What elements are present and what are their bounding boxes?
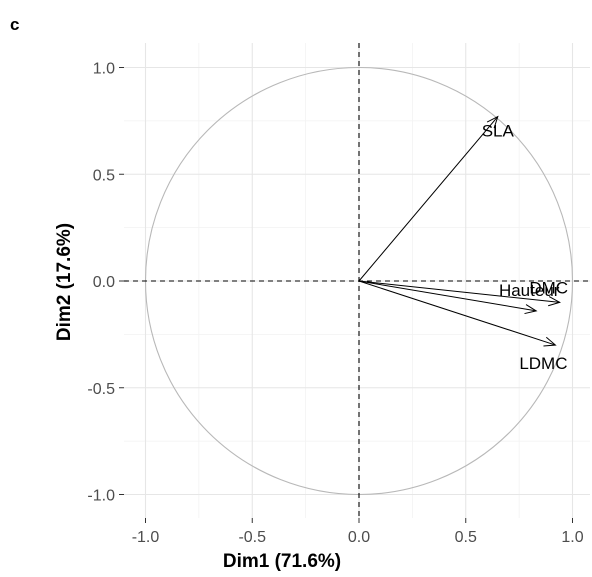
y-axis-title: Dim2 (17.6%) bbox=[54, 223, 75, 341]
variable-label-ldmc: LDMC bbox=[519, 354, 567, 373]
arrow-ldmc bbox=[358, 280, 557, 347]
x-tick-label: 1.0 bbox=[561, 529, 583, 546]
x-tick-label: -1.0 bbox=[132, 529, 160, 546]
arrow-hauteur bbox=[358, 280, 538, 315]
arrow-dmc bbox=[358, 280, 561, 307]
x-tick-label: 0.5 bbox=[455, 529, 477, 546]
variable-arrows bbox=[358, 115, 561, 347]
variable-label-hauteur: Hauteur bbox=[499, 281, 560, 300]
panel-tag: c bbox=[10, 15, 19, 34]
x-tick-label: 0.0 bbox=[348, 529, 370, 546]
y-tick-label: -1.0 bbox=[87, 488, 115, 505]
y-tick-label: 1.0 bbox=[93, 61, 115, 78]
y-tick-label: 0.0 bbox=[93, 274, 115, 291]
arrow-sla bbox=[358, 115, 499, 282]
x-axis-title: Dim1 (71.6%) bbox=[223, 551, 341, 572]
x-tick-label: -0.5 bbox=[238, 529, 266, 546]
variable-label-dmc: DMC bbox=[529, 278, 568, 297]
y-tick-label: 0.5 bbox=[93, 167, 115, 184]
y-tick-label: -0.5 bbox=[87, 381, 115, 398]
axes: -1.0 -0.5 0.0 0.5 1.0 1.0 0.5 0.0 -0.5 -1.0 bbox=[87, 61, 583, 547]
variable-label-sla: SLA bbox=[482, 122, 515, 141]
